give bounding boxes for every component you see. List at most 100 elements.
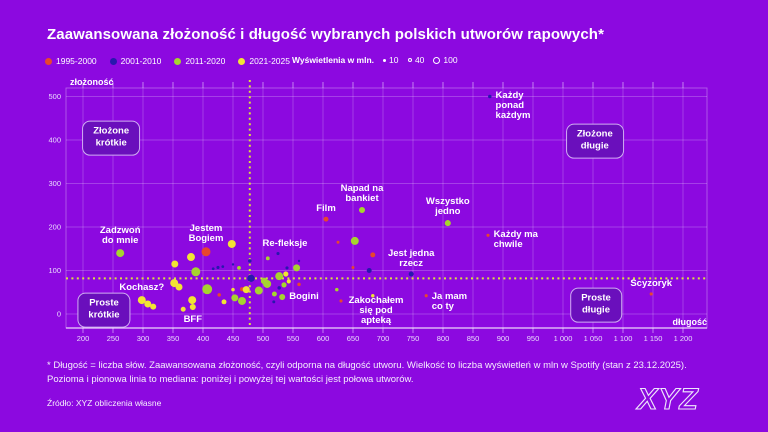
- size-legend-item-100: 100: [433, 55, 458, 65]
- data-point[interactable]: [351, 265, 355, 269]
- x-tick-label: 950: [527, 334, 540, 343]
- data-point[interactable]: [265, 256, 270, 261]
- data-point[interactable]: [202, 284, 213, 295]
- data-point[interactable]: [286, 279, 291, 284]
- y-tick-label: 200: [48, 223, 61, 232]
- x-tick-label: 250: [107, 334, 120, 343]
- size-legend-label: 100: [443, 55, 458, 65]
- data-point[interactable]: [242, 286, 250, 294]
- data-point[interactable]: [227, 239, 236, 248]
- x-tick-label: 700: [377, 334, 390, 343]
- data-point[interactable]: [180, 306, 186, 312]
- data-point[interactable]: [188, 296, 197, 305]
- data-point-kazdy-ma-chwile[interactable]: [486, 233, 490, 237]
- data-point[interactable]: [335, 287, 339, 292]
- data-point[interactable]: [336, 240, 340, 244]
- data-point[interactable]: [297, 259, 301, 263]
- data-point[interactable]: [171, 260, 179, 268]
- data-point[interactable]: [187, 253, 195, 262]
- data-point[interactable]: [144, 300, 152, 308]
- data-point[interactable]: [366, 268, 372, 273]
- source-note: Źródło: XYZ obliczenia własne: [47, 398, 162, 408]
- data-point-bogini[interactable]: [279, 294, 286, 301]
- data-point-film[interactable]: [323, 216, 329, 222]
- quadrant-label-proste-krotkie: Proste krótkie: [77, 292, 131, 328]
- data-point-napad-na-bankiet[interactable]: [358, 207, 366, 214]
- data-point[interactable]: [248, 259, 252, 263]
- data-point[interactable]: [191, 267, 201, 277]
- legend-item-2001-2010: 2001-2010: [109, 56, 161, 66]
- legend-label: 2011-2020: [185, 56, 226, 66]
- x-tick-label: 650: [347, 334, 360, 343]
- point-label-jestem-bogiem: Jestem Bogiem: [188, 223, 224, 245]
- legend-swatch-2011-2020-icon: [174, 57, 182, 65]
- data-point-zadzwon-do-mnie[interactable]: [116, 249, 125, 258]
- x-tick-label: 800: [437, 334, 450, 343]
- y-tick-label: 300: [48, 179, 61, 188]
- period-legend: 1995-2000 2001-2010 2011-2020 2021-2025: [45, 56, 290, 66]
- data-point[interactable]: [271, 291, 277, 297]
- data-point[interactable]: [221, 299, 227, 305]
- data-point[interactable]: [260, 277, 268, 285]
- data-point[interactable]: [231, 287, 235, 292]
- x-tick-label: 300: [137, 334, 150, 343]
- data-point[interactable]: [277, 286, 281, 290]
- data-point[interactable]: [293, 264, 301, 272]
- data-point-zakochalem-sie-pod-apteka[interactable]: [339, 299, 343, 303]
- data-point-wszystko-jedno[interactable]: [444, 220, 451, 227]
- data-point[interactable]: [297, 282, 301, 287]
- data-point[interactable]: [231, 263, 235, 266]
- size-legend: Wyświetlenia w mln. 10 40 100: [292, 55, 458, 65]
- data-point[interactable]: [238, 296, 246, 305]
- data-point[interactable]: [283, 271, 289, 277]
- data-point-jest-jedna-rzecz[interactable]: [408, 271, 414, 277]
- data-point[interactable]: [371, 293, 375, 298]
- quadrant-label-proste-dlugie: Proste długie: [570, 287, 622, 323]
- data-point[interactable]: [281, 282, 287, 288]
- data-point[interactable]: [150, 303, 157, 310]
- data-point[interactable]: [285, 266, 289, 270]
- x-tick-label: 1 100: [614, 334, 633, 343]
- point-label-kochasz: Kochasz?: [119, 282, 165, 294]
- x-tick-label: 500: [257, 334, 270, 343]
- data-point-jestem-bogiem[interactable]: [201, 247, 211, 257]
- legend-item-2021-2025: 2021-2025: [238, 56, 290, 66]
- data-point-bff[interactable]: [189, 304, 196, 311]
- data-point[interactable]: [216, 265, 220, 270]
- data-point[interactable]: [175, 283, 183, 291]
- data-point[interactable]: [211, 267, 215, 271]
- data-point[interactable]: [221, 265, 225, 268]
- data-point[interactable]: [350, 236, 359, 245]
- x-tick-label: 600: [317, 334, 330, 343]
- data-point[interactable]: [217, 293, 221, 297]
- y-tick-label: 0: [57, 310, 61, 319]
- legend-item-2011-2020: 2011-2020: [174, 56, 225, 66]
- data-point[interactable]: [231, 294, 239, 302]
- data-point[interactable]: [254, 286, 263, 295]
- legend-swatch-2001-2010-icon: [109, 57, 117, 65]
- data-point[interactable]: [237, 265, 241, 270]
- x-axis-label: długość: [672, 317, 707, 327]
- x-tick-label: 450: [227, 334, 240, 343]
- legend-item-1995-2000: 1995-2000: [45, 56, 97, 66]
- footnote-line: * Długość = liczba słów. Zaawansowana zł…: [47, 360, 687, 371]
- data-point-kochasz[interactable]: [137, 296, 146, 305]
- data-point[interactable]: [275, 272, 284, 281]
- x-tick-label: 1 000: [554, 334, 573, 343]
- data-point[interactable]: [272, 300, 276, 304]
- data-point-kazdy-ponad-kazdym[interactable]: [488, 94, 492, 99]
- x-tick-label: 400: [197, 334, 210, 343]
- point-label-ja-mam-co-ty: Ja mam co ty: [431, 290, 468, 312]
- data-point-ja-mam-co-ty[interactable]: [424, 294, 428, 298]
- bubble-10-icon: [383, 58, 387, 62]
- point-label-re-fleksje: Re-fleksje: [262, 237, 308, 249]
- point-label-bogini: Bogini: [289, 291, 319, 302]
- data-point-re-fleksje[interactable]: [276, 251, 280, 256]
- legend-label: 2021-2025: [249, 56, 290, 66]
- data-point[interactable]: [247, 274, 255, 283]
- x-tick-label: 200: [77, 334, 90, 343]
- data-point-scyzoryk[interactable]: [649, 292, 653, 296]
- data-point[interactable]: [370, 252, 376, 258]
- brand-logo: XYZ: [635, 382, 699, 416]
